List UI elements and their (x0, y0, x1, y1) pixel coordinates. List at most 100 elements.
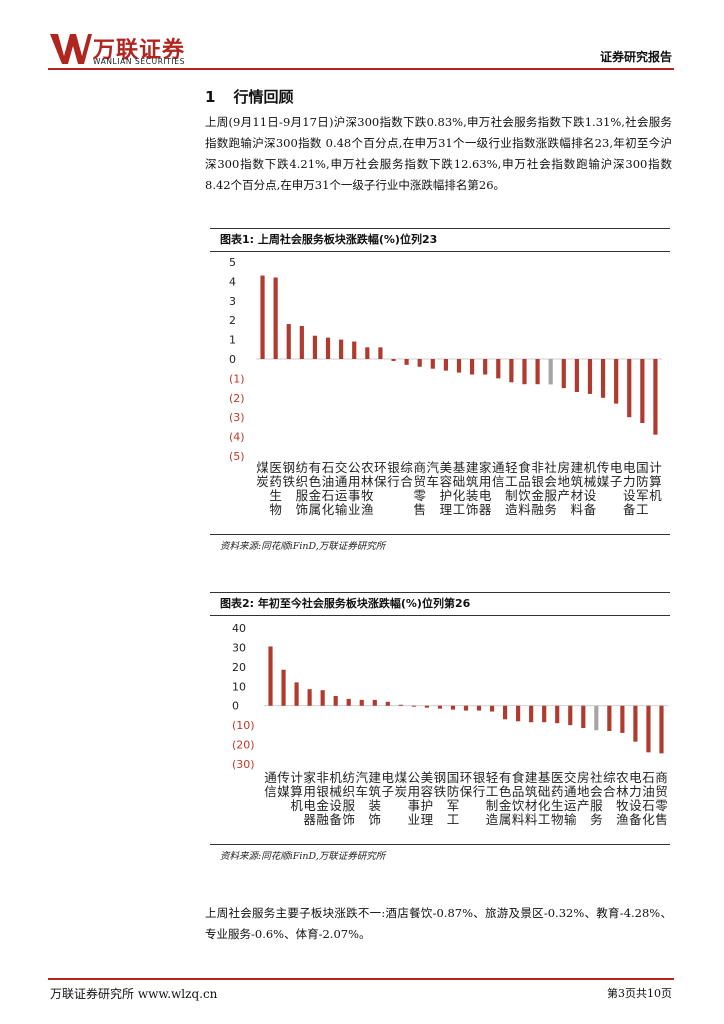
category-label-char: 银 (531, 474, 544, 489)
category-label-char: 钢 (282, 460, 295, 475)
bar-农林牧渔 (620, 705, 625, 733)
bar-交通运输 (339, 339, 344, 359)
category-label-char: 售 (655, 812, 668, 827)
category-label-char: 容 (440, 474, 453, 489)
category-label-char: 油 (642, 784, 655, 799)
category-label-char: 公 (408, 770, 421, 785)
figure-source: 资料来源:同花顺iFinD,万联证券研究所 (220, 851, 386, 862)
bar-钢铁 (286, 324, 291, 359)
category-label-char: 械 (584, 474, 597, 489)
category-label-char: 药 (269, 474, 282, 489)
category-label-char: 料 (571, 502, 584, 517)
bar-房地产 (581, 705, 586, 729)
category-label-char: 医 (551, 770, 564, 785)
bar-社会服务 (594, 705, 599, 731)
category-label-char: 纺 (342, 770, 355, 785)
bar-国防军工 (640, 359, 645, 424)
report-type: 证券研究报告 (599, 50, 672, 64)
category-label-char: 金 (531, 488, 544, 503)
category-label-char: 防 (447, 784, 460, 799)
category-label-char: 轻 (486, 770, 499, 785)
bar-公用事业 (352, 341, 357, 359)
category-label-char: 美 (440, 460, 453, 475)
category-label-char: 传 (597, 460, 610, 475)
category-label-char: 渔 (361, 502, 374, 517)
category-label-char: 制 (486, 798, 499, 813)
category-label-char: 铁 (434, 784, 447, 799)
category-label-char: 料 (518, 502, 531, 517)
category-label-char: 饮 (512, 798, 525, 813)
y-tick-label: (1) (229, 372, 245, 385)
bar-建筑装饰 (372, 699, 377, 706)
category-label-char: 金 (499, 798, 512, 813)
category-label-char: 机 (329, 770, 342, 785)
category-label-char: 饰 (342, 812, 355, 827)
bar-电子 (614, 359, 619, 404)
y-tick-label: (4) (229, 431, 245, 444)
y-tick-label: 1 (229, 334, 236, 347)
category-label-char: 煤 (256, 460, 269, 475)
wanlian-logo-mark (50, 34, 92, 64)
category-label-char: 国 (447, 770, 460, 785)
y-tick-label: 0 (229, 353, 236, 366)
category-label-char: 备 (623, 502, 636, 517)
footer-divider (48, 978, 674, 980)
bar-煤炭 (398, 704, 403, 706)
bar-银行 (391, 359, 396, 361)
category-label-char: 料 (512, 812, 525, 827)
category-label-char: 事 (408, 798, 421, 813)
category-label-char: 石 (642, 770, 655, 785)
figure-divider (210, 534, 670, 535)
category-label-char: 医 (269, 460, 282, 475)
category-label-char: 筑 (571, 474, 584, 489)
category-label-char: 媒 (277, 784, 290, 799)
category-label-char: 力 (623, 474, 636, 489)
category-label-char: 产 (577, 798, 590, 813)
category-label-char: 钢 (434, 770, 447, 785)
category-label-char: 合 (400, 474, 413, 489)
category-label-char: 食 (518, 460, 531, 475)
category-label-char: 运 (335, 488, 348, 503)
category-label-char: 料 (525, 812, 538, 827)
category-label-char: 社 (544, 460, 557, 475)
category-label-char: 炭 (256, 474, 269, 489)
bar-基础化工 (542, 705, 547, 723)
category-label-char: 军 (447, 798, 460, 813)
category-label-char: 容 (421, 784, 434, 799)
category-label-char: 车 (355, 784, 368, 799)
category-label-char: 造 (486, 812, 499, 827)
category-label-char: 商 (655, 770, 668, 785)
bar-美容护理 (424, 705, 429, 708)
category-label-char: 电 (382, 770, 395, 785)
bar-钢铁 (437, 705, 443, 709)
category-label-char: 生 (269, 488, 282, 503)
category-label-char: 物 (269, 502, 282, 517)
category-label-char: 备 (584, 502, 597, 517)
bar-食品饮料 (516, 705, 521, 722)
category-label-char: 汽 (355, 770, 368, 785)
category-label-char: 信 (264, 784, 277, 799)
bar-电力设备 (633, 705, 638, 742)
category-label-char: 用 (303, 784, 316, 799)
header-divider (48, 68, 674, 70)
bar-纺织服饰 (346, 698, 351, 706)
bar-计算机 (294, 682, 299, 706)
bar-房地产 (561, 359, 566, 389)
category-label-char: 防 (636, 474, 649, 489)
y-tick-label: (30) (232, 758, 255, 771)
bar-轻工制造 (489, 705, 495, 712)
bar-家用电器 (483, 359, 488, 375)
category-label-char: 饮 (518, 488, 531, 503)
category-label-char: 制 (505, 488, 518, 503)
category-label-char: 色 (499, 784, 512, 799)
bar-chart-ytd: 403020100(10)(20)(30)通信传媒计算机家用电器非银金融机械设备… (232, 622, 668, 827)
category-label-char: 贸 (413, 474, 426, 489)
category-label-char: 工 (453, 502, 466, 517)
bar-石油石化 (325, 337, 331, 359)
bar-通信 (268, 646, 273, 706)
category-label-char: 服 (544, 488, 557, 503)
bar-综合 (404, 359, 409, 365)
category-label-char: 品 (518, 474, 531, 489)
category-label-char: 商 (413, 460, 426, 475)
category-label-char: 材 (525, 798, 538, 813)
